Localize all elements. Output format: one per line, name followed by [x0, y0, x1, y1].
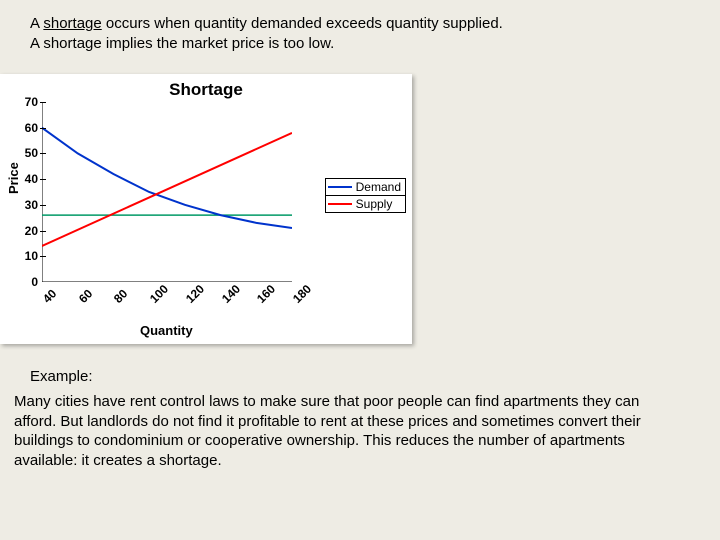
x-tick: 60: [76, 287, 95, 306]
legend-supply-swatch: [328, 203, 352, 205]
x-tick: 140: [219, 282, 243, 306]
x-axis-label: Quantity: [140, 323, 193, 338]
x-tick: 40: [40, 287, 59, 306]
y-tick: 50: [25, 146, 38, 160]
y-tick: 10: [25, 249, 38, 263]
plot-area: 010203040506070406080100120140160180: [42, 102, 292, 282]
y-tick: 70: [25, 95, 38, 109]
legend: Demand Supply: [325, 178, 406, 213]
y-tick: 40: [25, 172, 38, 186]
y-tick: 0: [31, 275, 38, 289]
legend-demand-swatch: [328, 186, 352, 188]
legend-demand: Demand: [325, 178, 406, 195]
x-tick: 100: [147, 282, 171, 306]
shortage-chart: Shortage Price Quantity 0102030405060704…: [0, 74, 412, 344]
intro-line2: A shortage implies the market price is t…: [30, 35, 334, 52]
legend-supply: Supply: [325, 195, 406, 213]
example-body: Many cities have rent control laws to ma…: [14, 392, 660, 470]
legend-supply-label: Supply: [356, 197, 393, 211]
chart-title: Shortage: [0, 80, 412, 100]
intro-line1a: A: [30, 15, 43, 32]
y-tick: 30: [25, 198, 38, 212]
legend-demand-label: Demand: [356, 180, 401, 194]
x-tick: 180: [290, 282, 314, 306]
example-heading: Example:: [30, 368, 93, 385]
y-tick: 60: [25, 121, 38, 135]
x-tick: 80: [111, 287, 130, 306]
x-tick: 160: [254, 282, 278, 306]
y-axis-label: Price: [6, 162, 21, 194]
y-tick: 20: [25, 224, 38, 238]
intro-line1b: occurs when quantity demanded exceeds qu…: [102, 15, 503, 32]
x-tick: 120: [183, 282, 207, 306]
intro-text: A shortage occurs when quantity demanded…: [30, 14, 690, 55]
intro-keyword: shortage: [43, 15, 101, 32]
